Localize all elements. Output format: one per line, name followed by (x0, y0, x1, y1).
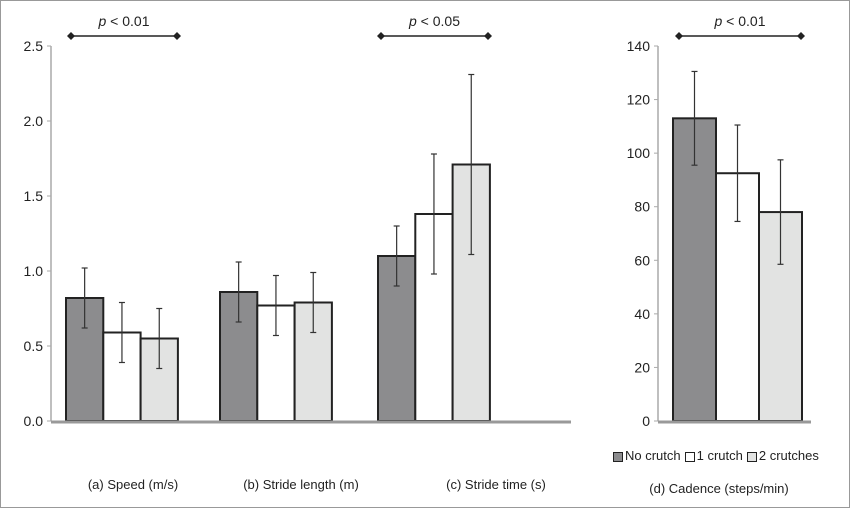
y-tick-label: 1.0 (24, 263, 44, 279)
p-threshold: < 0.05 (417, 13, 460, 29)
significance-label: p < 0.05 (408, 13, 460, 29)
y-tick-label: 2.0 (24, 113, 44, 129)
y-tick-label: 60 (634, 252, 650, 268)
y-tick-label: 120 (627, 92, 651, 108)
x-category-label: (d) Cadence (steps/min) (649, 481, 788, 496)
legend-item-2-crutches: 2 crutches (746, 448, 819, 463)
y-tick-label: 100 (627, 145, 651, 161)
diamond-marker (173, 32, 181, 40)
x-category-label: (c) Stride time (s) (446, 477, 546, 492)
significance-label: p < 0.01 (714, 13, 766, 29)
legend-swatch (613, 451, 623, 462)
diamond-marker (377, 32, 385, 40)
legend-item-1-crutch: 1 crutch (684, 448, 743, 463)
y-tick-label: 0.5 (24, 338, 44, 354)
legend-label: 1 crutch (696, 448, 743, 463)
p-symbol: p (714, 13, 723, 29)
y-tick-label: 2.5 (24, 38, 44, 54)
legend-swatch (684, 451, 695, 462)
diamond-marker (484, 32, 492, 40)
y-tick-label: 0.0 (24, 413, 44, 429)
y-tick-label: 140 (627, 38, 651, 54)
legend: No crutch 1 crutch 2 crutches (613, 448, 819, 463)
legend-swatch (746, 451, 757, 462)
y-tick-label: 0 (642, 413, 650, 429)
x-category-label: (a) Speed (m/s) (88, 477, 178, 492)
y-tick-label: 1.5 (24, 188, 44, 204)
legend-item-no-crutch: No crutch (613, 448, 681, 463)
diamond-marker (675, 32, 683, 40)
p-symbol: p (408, 13, 417, 29)
y-tick-label: 80 (634, 199, 650, 215)
diamond-marker (797, 32, 805, 40)
p-threshold: < 0.01 (106, 13, 149, 29)
legend-label: No crutch (625, 448, 681, 463)
p-threshold: < 0.01 (722, 13, 765, 29)
legend-label: 2 crutches (758, 448, 819, 463)
x-category-label: (b) Stride length (m) (243, 477, 359, 492)
significance-label: p < 0.01 (98, 13, 150, 29)
y-tick-label: 20 (634, 359, 650, 375)
diamond-marker (67, 32, 75, 40)
y-tick-label: 40 (634, 306, 650, 322)
p-symbol: p (98, 13, 107, 29)
